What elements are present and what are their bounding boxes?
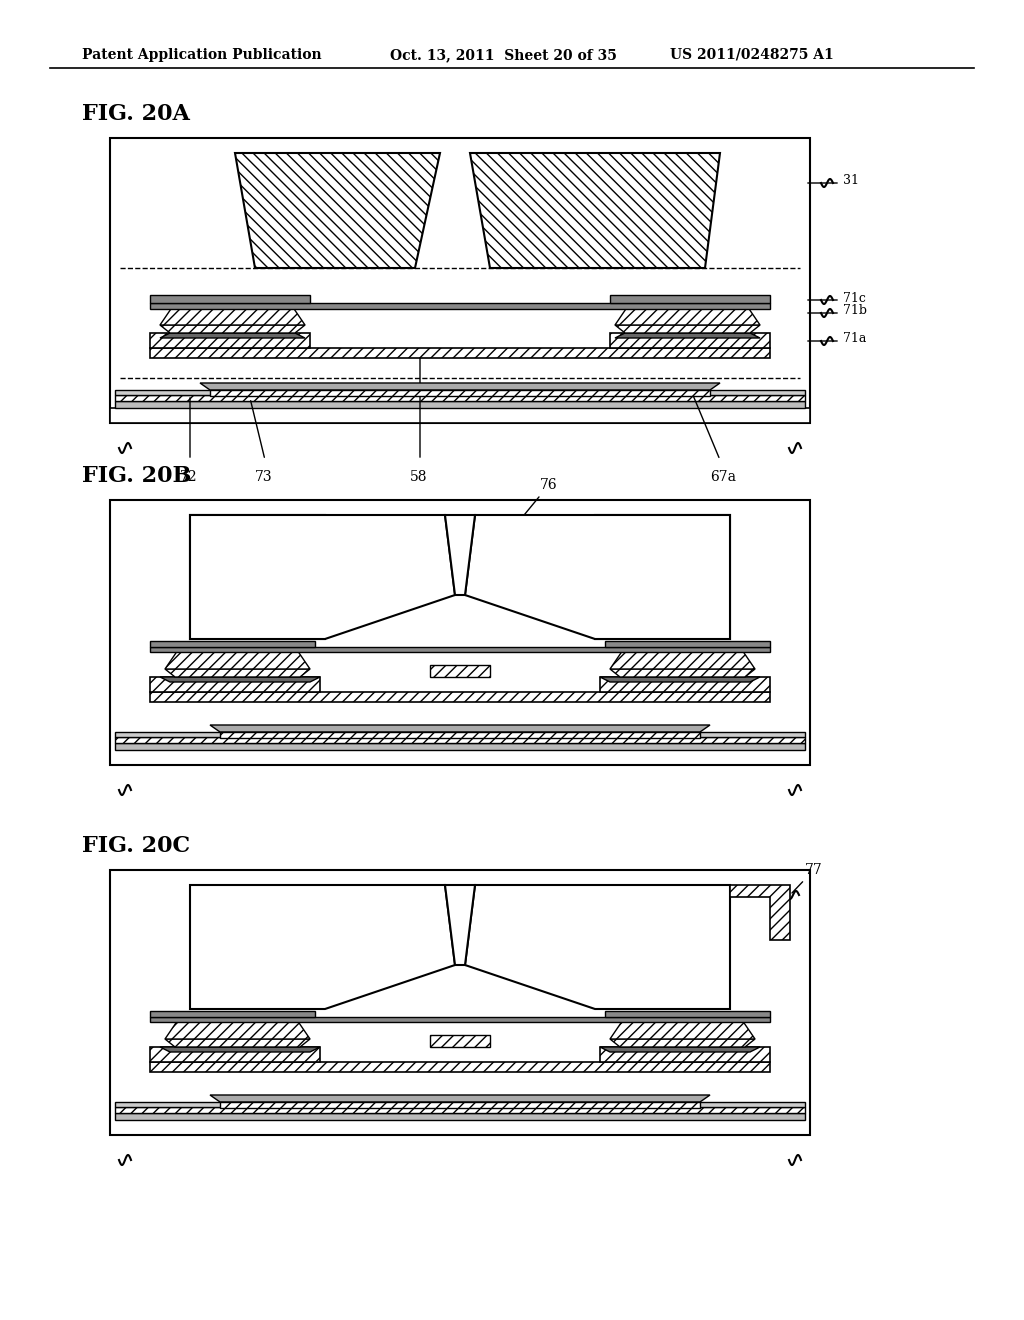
Polygon shape bbox=[470, 153, 720, 268]
Polygon shape bbox=[160, 1047, 319, 1052]
Polygon shape bbox=[115, 733, 805, 737]
Polygon shape bbox=[110, 408, 810, 422]
Polygon shape bbox=[165, 1039, 310, 1047]
Polygon shape bbox=[150, 294, 310, 304]
Polygon shape bbox=[465, 515, 730, 639]
Polygon shape bbox=[610, 1016, 755, 1039]
Polygon shape bbox=[110, 870, 810, 1135]
Polygon shape bbox=[600, 1047, 770, 1063]
Polygon shape bbox=[600, 1047, 760, 1052]
Polygon shape bbox=[150, 642, 315, 647]
Polygon shape bbox=[165, 669, 310, 677]
Polygon shape bbox=[150, 1063, 770, 1072]
Polygon shape bbox=[615, 304, 760, 325]
Polygon shape bbox=[615, 325, 760, 333]
Text: 76: 76 bbox=[522, 478, 558, 517]
Polygon shape bbox=[595, 515, 730, 639]
Text: Patent Application Publication: Patent Application Publication bbox=[82, 48, 322, 62]
Text: US 2011/0248275 A1: US 2011/0248275 A1 bbox=[670, 48, 834, 62]
Polygon shape bbox=[465, 884, 730, 1008]
Polygon shape bbox=[115, 395, 805, 401]
Polygon shape bbox=[430, 1035, 490, 1047]
Polygon shape bbox=[165, 647, 310, 669]
Polygon shape bbox=[610, 294, 770, 304]
Polygon shape bbox=[160, 325, 305, 333]
Polygon shape bbox=[150, 333, 310, 348]
Polygon shape bbox=[115, 1102, 805, 1107]
Text: 67a: 67a bbox=[710, 470, 736, 484]
Text: Oct. 13, 2011  Sheet 20 of 35: Oct. 13, 2011 Sheet 20 of 35 bbox=[390, 48, 616, 62]
Polygon shape bbox=[160, 333, 305, 338]
Text: 71b: 71b bbox=[843, 305, 867, 318]
Polygon shape bbox=[165, 1016, 310, 1039]
Polygon shape bbox=[210, 389, 710, 396]
Polygon shape bbox=[610, 1039, 755, 1047]
Polygon shape bbox=[115, 743, 805, 750]
Polygon shape bbox=[600, 677, 760, 682]
Polygon shape bbox=[220, 1102, 700, 1107]
Polygon shape bbox=[190, 884, 455, 1008]
Polygon shape bbox=[150, 692, 770, 702]
Polygon shape bbox=[730, 884, 790, 940]
Polygon shape bbox=[150, 1016, 770, 1022]
Text: 72: 72 bbox=[180, 470, 198, 484]
Polygon shape bbox=[110, 139, 810, 422]
Polygon shape bbox=[115, 1113, 805, 1119]
Polygon shape bbox=[610, 669, 755, 677]
Polygon shape bbox=[200, 383, 720, 389]
Polygon shape bbox=[610, 647, 755, 669]
Polygon shape bbox=[445, 515, 475, 595]
Polygon shape bbox=[605, 1011, 770, 1016]
Text: 71c: 71c bbox=[843, 292, 866, 305]
Polygon shape bbox=[160, 677, 319, 682]
Text: 77: 77 bbox=[792, 863, 822, 894]
Polygon shape bbox=[220, 733, 700, 738]
Text: FIG. 20B: FIG. 20B bbox=[82, 465, 191, 487]
Polygon shape bbox=[115, 389, 805, 395]
Polygon shape bbox=[110, 500, 810, 766]
Polygon shape bbox=[150, 304, 770, 309]
Text: 73: 73 bbox=[255, 470, 272, 484]
Polygon shape bbox=[210, 1096, 710, 1102]
Polygon shape bbox=[605, 642, 770, 647]
Polygon shape bbox=[190, 515, 325, 639]
Text: 58: 58 bbox=[410, 470, 427, 484]
Polygon shape bbox=[615, 333, 760, 338]
Polygon shape bbox=[610, 333, 770, 348]
Polygon shape bbox=[150, 1011, 315, 1016]
Polygon shape bbox=[150, 677, 319, 692]
Polygon shape bbox=[150, 1047, 319, 1063]
Polygon shape bbox=[160, 304, 305, 325]
Polygon shape bbox=[430, 665, 490, 677]
Polygon shape bbox=[150, 348, 770, 358]
Polygon shape bbox=[115, 401, 805, 408]
Text: FIG. 20C: FIG. 20C bbox=[82, 836, 190, 857]
Polygon shape bbox=[210, 725, 710, 733]
Text: FIG. 20A: FIG. 20A bbox=[82, 103, 189, 125]
Polygon shape bbox=[600, 677, 770, 692]
Text: 71a: 71a bbox=[843, 333, 866, 346]
Polygon shape bbox=[150, 647, 770, 652]
Text: 31: 31 bbox=[843, 174, 859, 187]
Polygon shape bbox=[234, 153, 440, 268]
Polygon shape bbox=[445, 884, 475, 965]
Polygon shape bbox=[115, 1107, 805, 1113]
Polygon shape bbox=[115, 737, 805, 743]
Polygon shape bbox=[190, 515, 455, 639]
